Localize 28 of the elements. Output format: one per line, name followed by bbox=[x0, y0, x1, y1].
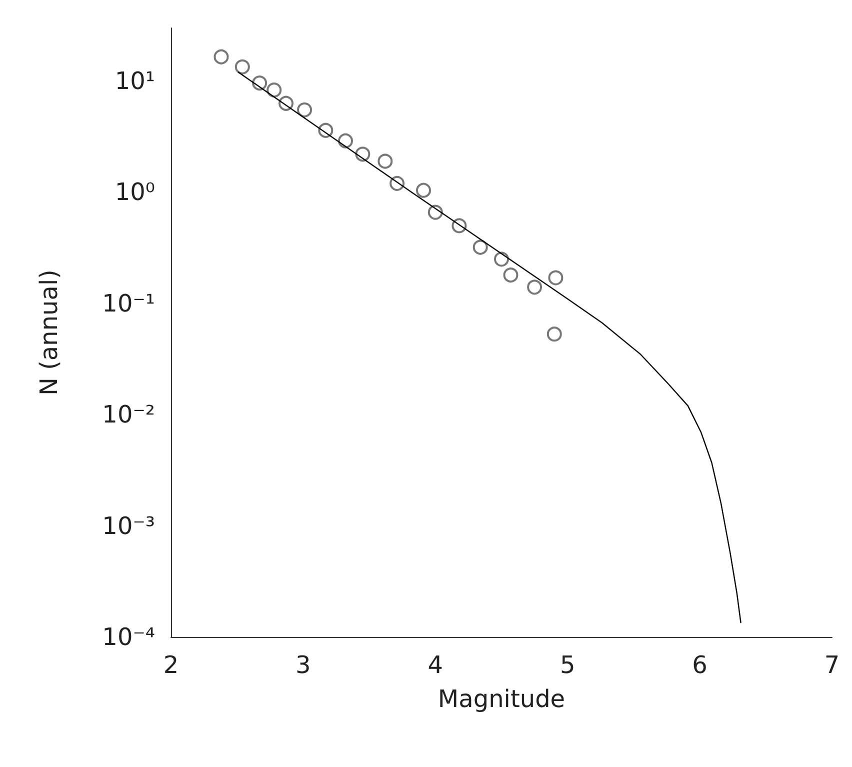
point bbox=[494, 252, 509, 267]
point bbox=[338, 133, 354, 148]
point bbox=[297, 102, 312, 118]
y-tick-label: 10⁰ bbox=[114, 178, 155, 206]
y-tick-label: 10⁻¹ bbox=[102, 289, 155, 318]
x-tick-label: 6 bbox=[692, 651, 708, 679]
x-tick-label: 2 bbox=[163, 651, 179, 679]
point bbox=[527, 280, 542, 295]
y-tick-label: 10¹ bbox=[114, 67, 155, 96]
point bbox=[546, 326, 562, 342]
point bbox=[355, 146, 370, 162]
y-tick-label: 10⁻⁴ bbox=[102, 623, 155, 651]
point bbox=[503, 268, 518, 283]
x-tick-label: 7 bbox=[824, 651, 840, 679]
point bbox=[234, 59, 250, 74]
y-axis-title: N (annual) bbox=[35, 269, 63, 396]
x-tick-label: 3 bbox=[296, 651, 311, 679]
x-tick-label: 5 bbox=[560, 651, 576, 679]
point bbox=[214, 49, 229, 64]
point bbox=[378, 154, 393, 169]
x-tick-label: 4 bbox=[428, 651, 444, 679]
y-tick-label: 10⁻² bbox=[102, 400, 155, 429]
y-tick-label: 10⁻³ bbox=[102, 512, 155, 540]
point bbox=[266, 82, 282, 98]
point bbox=[548, 270, 564, 286]
point bbox=[416, 182, 431, 198]
point bbox=[472, 240, 488, 255]
x-axis-title: Magnitude bbox=[438, 685, 566, 713]
